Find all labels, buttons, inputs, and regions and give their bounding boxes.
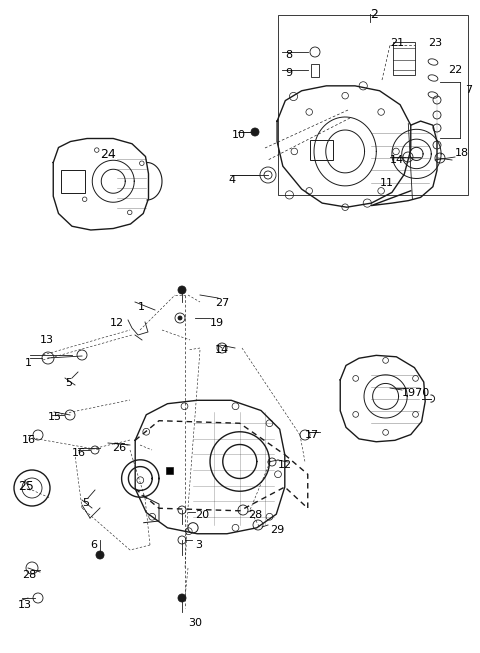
Text: 8: 8 — [285, 50, 292, 60]
Text: 1970: 1970 — [402, 388, 430, 398]
Text: 25: 25 — [18, 480, 34, 493]
Text: 1: 1 — [25, 358, 32, 368]
Text: 17: 17 — [305, 430, 319, 440]
Text: 28: 28 — [22, 570, 36, 580]
Text: 4: 4 — [228, 175, 235, 185]
Text: 1: 1 — [138, 302, 145, 312]
Circle shape — [96, 551, 104, 559]
Text: 19: 19 — [210, 318, 224, 328]
Circle shape — [178, 286, 186, 294]
Text: 13: 13 — [40, 335, 54, 345]
Text: 5: 5 — [65, 378, 72, 388]
Text: 14: 14 — [390, 155, 404, 165]
Text: 30: 30 — [188, 618, 202, 628]
Text: 22: 22 — [448, 65, 462, 75]
Text: 12: 12 — [278, 460, 292, 470]
Text: 16: 16 — [72, 448, 86, 458]
Circle shape — [251, 128, 259, 136]
Text: 29: 29 — [270, 525, 284, 535]
Bar — [310, 140, 333, 161]
Text: 2: 2 — [370, 8, 378, 21]
Text: 12: 12 — [110, 318, 124, 328]
Text: 7: 7 — [465, 85, 472, 95]
Text: 20: 20 — [195, 510, 209, 520]
Bar — [311, 64, 319, 77]
Text: 11: 11 — [380, 178, 394, 188]
Bar — [393, 42, 415, 75]
Text: 24: 24 — [100, 148, 116, 161]
Text: 23: 23 — [428, 38, 442, 48]
Circle shape — [178, 594, 186, 602]
Text: 3: 3 — [195, 540, 202, 550]
Text: 10: 10 — [232, 130, 246, 140]
Text: 16: 16 — [22, 435, 36, 445]
Bar — [278, 15, 468, 195]
Text: 6: 6 — [90, 540, 97, 550]
Text: 13: 13 — [18, 600, 32, 610]
Text: 14: 14 — [215, 345, 229, 355]
Text: 5: 5 — [82, 498, 89, 508]
Text: 21: 21 — [390, 38, 404, 48]
Bar — [166, 468, 173, 474]
Bar — [61, 170, 85, 193]
Text: 9: 9 — [285, 68, 292, 78]
Circle shape — [178, 316, 182, 320]
Text: 27: 27 — [215, 298, 229, 308]
Text: 15: 15 — [48, 412, 62, 422]
Text: 28: 28 — [248, 510, 262, 520]
Text: 18: 18 — [455, 148, 469, 158]
Text: 26: 26 — [112, 443, 126, 453]
